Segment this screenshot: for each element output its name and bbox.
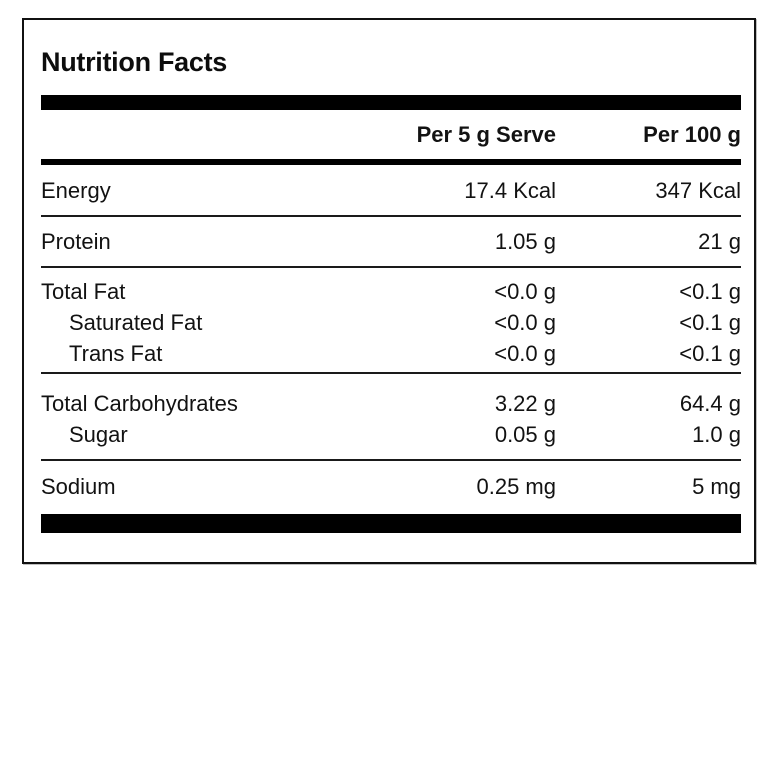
separator-bar-top (41, 95, 741, 110)
value-per-serve: 0.25 mg (476, 473, 557, 499)
table-row: Total Carbohydrates 3.22 g 64.4 g (41, 388, 741, 419)
column-header-per-100g: Per 100 g (643, 121, 741, 147)
table-row: Sodium 0.25 mg 5 mg (41, 471, 741, 502)
value-per-100g: 347 Kcal (655, 177, 741, 203)
value-per-100g: 1.0 g (692, 421, 741, 447)
value-per-100g: <0.1 g (679, 340, 741, 366)
nutrient-name: Trans Fat (69, 340, 163, 366)
table-row: Energy 17.4 Kcal 347 Kcal (41, 175, 741, 206)
value-per-100g: 5 mg (692, 473, 741, 499)
nutrient-name: Saturated Fat (69, 309, 203, 335)
value-per-serve: 1.05 g (494, 228, 556, 254)
nutrient-name: Total Fat (41, 278, 126, 304)
value-per-serve: 0.05 g (494, 421, 556, 447)
value-per-100g: 21 g (698, 228, 741, 254)
value-per-100g: 64.4 g (679, 390, 741, 416)
nutrient-name: Energy (41, 177, 111, 203)
table-row: Trans Fat <0.0 g <0.1 g (41, 338, 741, 369)
table-row: Saturated Fat <0.0 g <0.1 g (41, 307, 741, 338)
section-protein: Protein 1.05 g 21 g (41, 217, 741, 268)
table-row: Sugar 0.05 g 1.0 g (41, 419, 741, 450)
value-per-100g: <0.1 g (679, 278, 741, 304)
page-title: Nutrition Facts (41, 47, 228, 77)
section-sodium: Sodium 0.25 mg 5 mg (41, 461, 741, 514)
separator-bar-bottom (41, 514, 741, 533)
nutrition-facts-label: Nutrition Facts Per 5 g Serve Per 100 g … (22, 18, 756, 564)
value-per-serve: 17.4 Kcal (464, 177, 556, 203)
nutrient-name: Sugar (69, 421, 128, 447)
nutrient-name: Total Carbohydrates (41, 390, 238, 416)
table-row: Total Fat <0.0 g <0.1 g (41, 276, 741, 307)
value-per-100g: <0.1 g (679, 309, 741, 335)
column-header-per-serve: Per 5 g Serve (416, 121, 556, 147)
section-carbohydrates: Total Carbohydrates 3.22 g 64.4 g Sugar … (41, 374, 741, 461)
value-per-serve: <0.0 g (494, 309, 556, 335)
nutrient-name: Protein (41, 228, 111, 254)
nutrient-name: Sodium (41, 473, 116, 499)
value-per-serve: <0.0 g (494, 340, 556, 366)
value-per-serve: 3.22 g (494, 390, 556, 416)
section-fat: Total Fat <0.0 g <0.1 g Saturated Fat <0… (41, 268, 741, 374)
value-per-serve: <0.0 g (494, 278, 556, 304)
section-energy: Energy 17.4 Kcal 347 Kcal (41, 165, 741, 217)
table-row: Protein 1.05 g 21 g (41, 226, 741, 257)
column-header-row: Per 5 g Serve Per 100 g (41, 110, 741, 165)
